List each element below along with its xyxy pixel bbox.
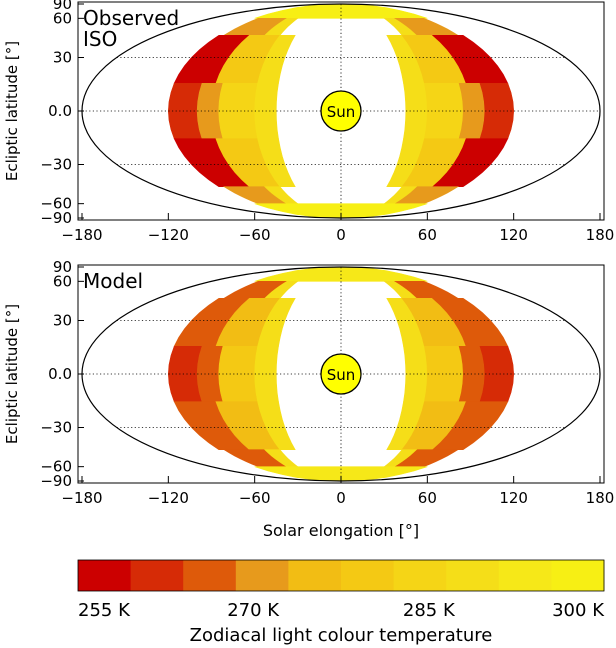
x-tick-label: −60 <box>239 226 271 244</box>
y-tick-label: −90 <box>40 209 72 227</box>
colorbar-swatch <box>130 560 184 591</box>
model-panel-label: Model <box>83 269 143 293</box>
colorbar-swatch <box>498 560 552 591</box>
x-tick-label: 0 <box>336 226 346 244</box>
model-grid <box>82 267 600 481</box>
observed-sun-label: Sun <box>327 103 356 121</box>
y-tick-label: −60 <box>40 458 72 476</box>
x-tick-label: −60 <box>239 489 271 507</box>
observed-grid <box>82 4 600 218</box>
heatmap-cell <box>263 280 299 299</box>
colorbar-frame <box>77 559 605 592</box>
x-tick-label: −180 <box>61 489 102 507</box>
y-tick-label: 60 <box>53 272 72 290</box>
y-tick-label: −30 <box>40 419 72 437</box>
colorbar-swatch <box>183 560 237 591</box>
observed-y-axis-label: Ecliptic latitude [°] <box>3 41 21 181</box>
colorbar-swatch <box>551 560 605 591</box>
colorbar-swatch <box>341 560 395 591</box>
heatmap-cell <box>393 280 460 299</box>
y-tick-label: 90 <box>53 258 72 276</box>
colorbar-tick-label: 300 K <box>552 600 605 621</box>
heatmap-cell <box>254 466 428 481</box>
heatmap-cell <box>257 34 296 84</box>
observed-heatmap-cells <box>81 3 601 219</box>
colorbar-swatches <box>78 560 605 591</box>
y-tick-label: 0.0 <box>48 102 72 120</box>
heatmap-cell <box>254 203 428 218</box>
colorbar: 255 K 270 K 285 K 300 K Zodiacal light colo… <box>77 559 605 646</box>
y-tick-label: 60 <box>53 9 72 27</box>
x-tick-label: 0 <box>336 489 346 507</box>
heatmap-cell-group <box>167 267 515 481</box>
y-tick-label: 30 <box>53 312 72 330</box>
colorbar-swatch <box>78 560 132 591</box>
x-tick-label: 60 <box>418 489 437 507</box>
colorbar-tick-label: 285 K <box>403 600 456 621</box>
model-x-axis-label: Solar elongation [°] <box>263 521 419 540</box>
model-y-axis-label: Ecliptic latitude [°] <box>3 304 21 444</box>
heatmap-cell <box>393 186 460 204</box>
heatmap-cell <box>263 17 299 36</box>
colorbar-label: Zodiacal light colour temperature <box>190 625 493 646</box>
colorbar-swatch <box>288 560 342 591</box>
heatmap-cell-group <box>167 4 515 218</box>
colorbar-tick-label: 255 K <box>78 600 131 621</box>
x-tick-label: 120 <box>499 226 528 244</box>
heatmap-cell <box>393 17 460 36</box>
heatmap-cell <box>431 297 509 347</box>
colorbar-tick-labels: 255 K 270 K 285 K 300 K <box>78 600 605 621</box>
model-sun-icon <box>320 353 362 395</box>
model-heatmap-cells <box>81 266 601 482</box>
model-sun-marker: Sun <box>320 353 362 395</box>
colorbar-tick-label: 270 K <box>227 600 280 621</box>
x-tick-label: −120 <box>148 489 189 507</box>
heatmap-cell <box>393 449 460 468</box>
colorbar-swatch <box>235 560 289 591</box>
y-tick-label: 30 <box>53 49 72 67</box>
heatmap-cell <box>431 138 509 187</box>
x-tick-label: 180 <box>586 489 615 507</box>
heatmap-cell <box>431 401 509 451</box>
heatmap-cell <box>263 186 299 204</box>
observed-panel-label-line2: ISO <box>83 27 117 51</box>
heatmap-cell <box>263 449 299 468</box>
colorbar-swatch <box>446 560 500 591</box>
heatmap-cell <box>257 401 296 451</box>
x-tick-label: −120 <box>148 226 189 244</box>
heatmap-cell <box>257 297 296 347</box>
heatmap-cell <box>431 34 509 84</box>
colorbar-swatch <box>393 560 447 591</box>
y-tick-label: −60 <box>40 195 72 213</box>
x-tick-label: 60 <box>418 226 437 244</box>
x-tick-label: −180 <box>61 226 102 244</box>
y-tick-label: −30 <box>40 156 72 174</box>
observed-sun-icon <box>320 90 362 132</box>
x-tick-label: 180 <box>586 226 615 244</box>
heatmap-cell <box>257 138 296 187</box>
x-tick-label: 120 <box>499 489 528 507</box>
observed-sun-marker: Sun <box>320 90 362 132</box>
observed-panel-label-line1: Observed <box>83 6 179 30</box>
model-sun-label: Sun <box>327 366 356 384</box>
y-tick-label: 0.0 <box>48 365 72 383</box>
y-tick-label: 90 <box>53 0 72 13</box>
y-tick-label: −90 <box>40 472 72 490</box>
